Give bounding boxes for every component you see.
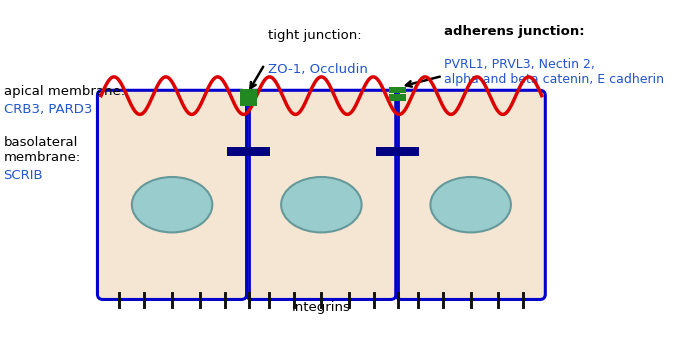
Ellipse shape bbox=[281, 177, 362, 233]
Text: CRB3, PARD3: CRB3, PARD3 bbox=[3, 103, 92, 116]
Bar bbox=[227, 147, 270, 156]
Text: basolateral
membrane:: basolateral membrane: bbox=[3, 136, 81, 164]
Ellipse shape bbox=[132, 177, 212, 233]
FancyBboxPatch shape bbox=[396, 90, 545, 300]
Bar bbox=[377, 147, 419, 156]
Text: apical membrane:: apical membrane: bbox=[3, 85, 125, 98]
Bar bbox=[390, 94, 406, 101]
Bar bbox=[240, 89, 257, 106]
Bar bbox=[390, 87, 406, 93]
Text: PVRL1, PRVL3, Nectin 2,
alpha and beta catenin, E cadherin: PVRL1, PRVL3, Nectin 2, alpha and beta c… bbox=[445, 58, 664, 86]
Text: SCRIB: SCRIB bbox=[3, 169, 43, 182]
FancyBboxPatch shape bbox=[97, 90, 247, 300]
Text: integrins: integrins bbox=[292, 301, 351, 314]
Text: adherens junction:: adherens junction: bbox=[445, 25, 585, 37]
Ellipse shape bbox=[430, 177, 511, 233]
Text: ZO-1, Occludin: ZO-1, Occludin bbox=[268, 63, 368, 75]
Text: tight junction:: tight junction: bbox=[268, 29, 362, 42]
FancyBboxPatch shape bbox=[247, 90, 396, 300]
